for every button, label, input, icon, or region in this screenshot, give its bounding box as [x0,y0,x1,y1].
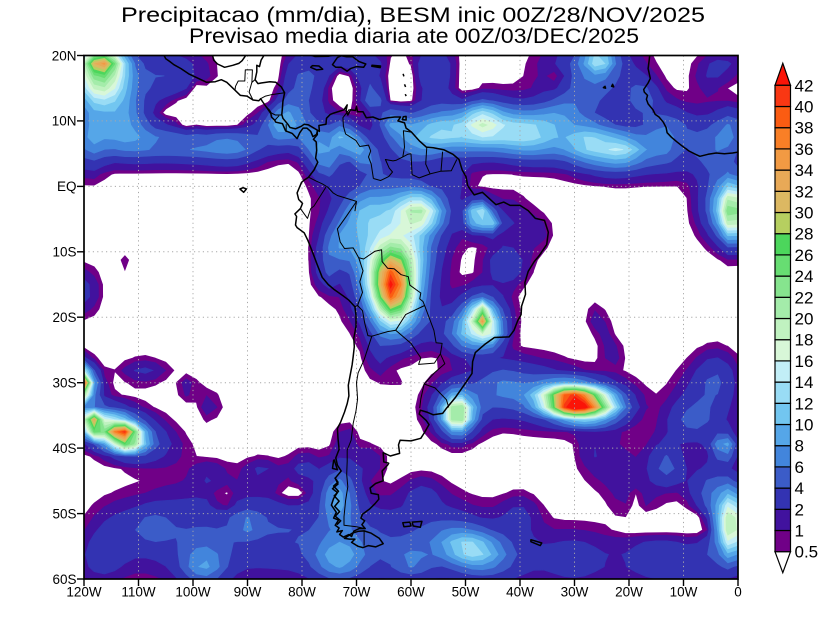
svg-text:22: 22 [795,288,814,307]
svg-text:24: 24 [795,267,814,286]
svg-text:10S: 10S [52,245,76,260]
svg-text:4: 4 [795,479,804,498]
svg-text:12: 12 [795,394,814,413]
svg-text:14: 14 [795,373,814,392]
svg-text:90W: 90W [234,585,262,600]
svg-text:100W: 100W [175,585,211,600]
svg-text:30S: 30S [52,376,76,391]
svg-text:40: 40 [795,98,814,117]
svg-text:36: 36 [795,140,814,159]
svg-text:Previsao media diaria ate 00Z/: Previsao media diaria ate 00Z/03/DEC/202… [189,25,639,48]
svg-text:70W: 70W [343,585,371,600]
svg-text:120W: 120W [66,585,102,600]
svg-text:34: 34 [795,161,814,180]
svg-text:2: 2 [795,500,804,519]
svg-text:42: 42 [795,76,814,95]
svg-text:10N: 10N [52,114,77,129]
svg-text:10W: 10W [670,585,698,600]
svg-text:26: 26 [795,246,814,265]
svg-text:40W: 40W [506,585,534,600]
svg-text:60W: 60W [397,585,425,600]
svg-text:20W: 20W [615,585,643,600]
svg-text:16: 16 [795,352,814,371]
svg-text:6: 6 [795,458,804,477]
svg-text:38: 38 [795,119,814,138]
svg-text:110W: 110W [121,585,156,600]
svg-text:1: 1 [795,522,804,541]
svg-text:20S: 20S [52,310,76,325]
svg-text:20: 20 [795,310,814,329]
svg-text:EQ: EQ [57,179,77,194]
svg-text:Precipitacao (mm/dia), BESM in: Precipitacao (mm/dia), BESM inic 00Z/28/… [121,4,705,27]
svg-text:18: 18 [795,331,814,350]
svg-text:20N: 20N [52,48,77,63]
svg-text:0.5: 0.5 [795,543,819,562]
svg-text:50S: 50S [52,506,76,521]
svg-text:30W: 30W [561,585,589,600]
svg-text:10: 10 [795,416,814,435]
svg-text:30: 30 [795,204,814,223]
svg-text:0: 0 [734,585,742,600]
svg-text:60S: 60S [52,572,76,587]
svg-text:40S: 40S [52,441,76,456]
svg-text:32: 32 [795,182,814,201]
svg-text:80W: 80W [288,585,316,600]
svg-text:8: 8 [795,437,804,456]
svg-text:28: 28 [795,225,814,244]
svg-text:50W: 50W [452,585,480,600]
